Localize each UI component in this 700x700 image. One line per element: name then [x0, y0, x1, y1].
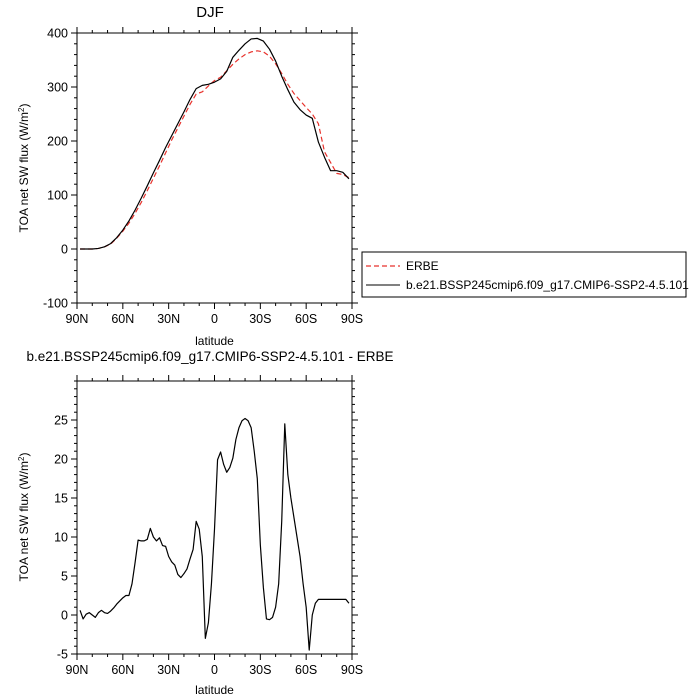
bottom-y-axis-label: TOA net SW flux (W/m2) — [17, 453, 31, 582]
y-tick-label: 300 — [47, 81, 68, 95]
bottom-series-line-0 — [79, 417, 350, 651]
x-tick-label: 30N — [157, 663, 180, 677]
y-tick-label: 20 — [54, 453, 68, 467]
top-y-axis-label: TOA net SW flux (W/m2) — [17, 104, 31, 233]
top-axis-ticks: 90N 60N 30N 0 30S 60S 90S -100 0 100 200 300 400 — [43, 27, 363, 327]
x-tick-label: 60S — [295, 663, 317, 677]
bottom-chart-title: b.e21.BSSP245cmip6.f09_g17.CMIP6-SSP2-4.… — [27, 349, 394, 364]
top-x-axis-label: latitude — [195, 334, 234, 348]
legend: ERBE b.e21.BSSP245cmip6.f09_g17.CMIP6-SS… — [361, 251, 689, 298]
bottom-x-axis-label: latitude — [195, 683, 234, 697]
x-tick-label: 90N — [66, 663, 89, 677]
legend-label-model: b.e21.BSSP245cmip6.f09_g17.CMIP6-SSP2-4.… — [406, 278, 689, 292]
y-tick-label: 400 — [47, 27, 68, 41]
y-tick-label: 25 — [54, 414, 68, 428]
top-series-line-0 — [80, 50, 350, 250]
x-tick-label: 0 — [211, 312, 218, 326]
y-tick-label: 0 — [61, 243, 68, 257]
top-chart-title: DJF — [196, 4, 224, 21]
x-tick-label: 30S — [249, 312, 271, 326]
bottom-chart: b.e21.BSSP245cmip6.f09_g17.CMIP6-SSP2-4.… — [17, 349, 393, 697]
top-series-line-1 — [80, 37, 350, 250]
x-tick-label: 0 — [211, 663, 218, 677]
x-tick-label: 60N — [111, 663, 134, 677]
y-tick-label: 15 — [54, 492, 68, 506]
y-tick-label: 5 — [61, 570, 68, 584]
x-tick-label: 30S — [249, 663, 271, 677]
legend-box — [361, 251, 687, 298]
y-tick-label: -100 — [43, 297, 68, 311]
top-series-group — [80, 37, 350, 250]
y-tick-label: 10 — [54, 531, 68, 545]
y-tick-label: 100 — [47, 189, 68, 203]
x-tick-label: 60S — [295, 312, 317, 326]
y-tick-label: 200 — [47, 135, 68, 149]
x-tick-label: 30N — [157, 312, 180, 326]
y-tick-label: -5 — [57, 648, 68, 662]
legend-label-erbe: ERBE — [406, 259, 439, 273]
x-tick-label: 90S — [341, 663, 363, 677]
top-plot-frame — [76, 32, 353, 304]
x-tick-label: 90N — [66, 312, 89, 326]
bottom-axis-ticks: 90N 60N 30N 0 30S 60S 90S -5 0 5 10 15 20 25 — [54, 375, 363, 677]
y-tick-label: 0 — [61, 609, 68, 623]
top-chart: DJF 90N 60N 30N 0 30S 60S 90S -100 0 100 200 300 400… — [17, 4, 363, 348]
x-tick-label: 90S — [341, 312, 363, 326]
bottom-series-group — [79, 417, 350, 651]
x-tick-label: 60N — [111, 312, 134, 326]
